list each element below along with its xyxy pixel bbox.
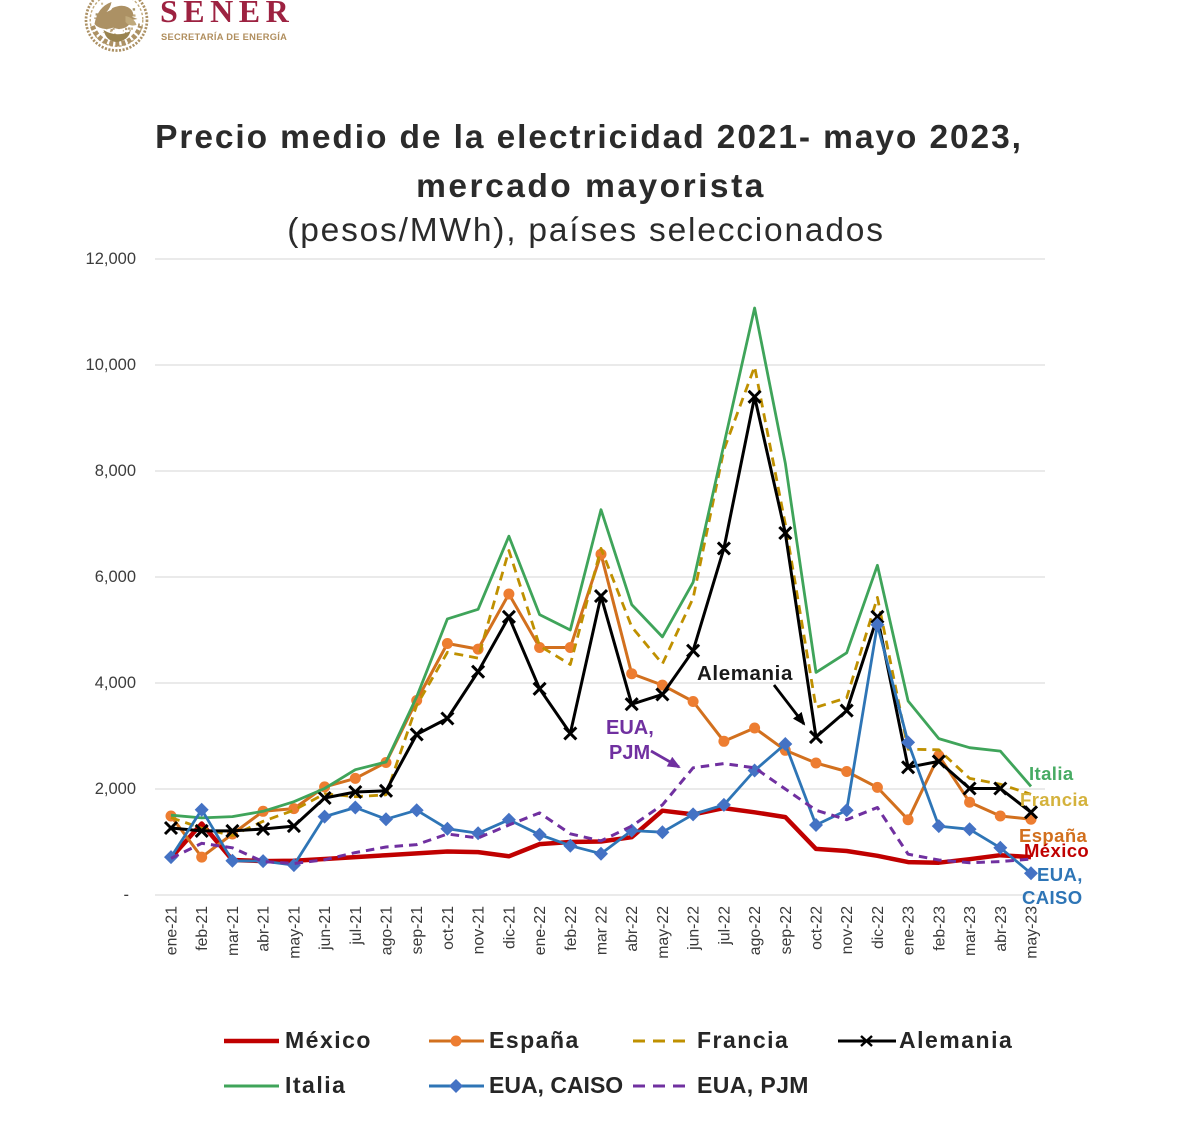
svg-text:mar 22: mar 22 (594, 906, 611, 955)
svg-text:mercado mayorista: mercado mayorista (416, 168, 766, 205)
svg-text:2,000: 2,000 (95, 780, 136, 798)
svg-text:España: España (489, 1027, 580, 1053)
svg-text:EUA, CAISO: EUA, CAISO (489, 1072, 623, 1098)
svg-text:feb-23: feb-23 (931, 906, 948, 951)
svg-text:España: España (1019, 825, 1088, 846)
svg-text:feb-22: feb-22 (563, 906, 580, 951)
svg-text:nov-21: nov-21 (471, 906, 488, 955)
svg-text:ago-21: ago-21 (379, 906, 396, 955)
svg-text:oct-21: oct-21 (440, 906, 457, 950)
svg-text:México: México (1024, 840, 1089, 861)
svg-text:Alemania: Alemania (697, 662, 793, 685)
svg-text:Francia: Francia (1020, 789, 1089, 810)
svg-text:jun-22: jun-22 (686, 906, 703, 951)
svg-text:6,000: 6,000 (95, 568, 136, 586)
svg-text:jun-21: jun-21 (317, 906, 334, 951)
svg-text:sep-21: sep-21 (409, 906, 426, 955)
svg-text:may-22: may-22 (655, 906, 672, 959)
svg-text:ene-22: ene-22 (532, 906, 549, 955)
svg-text:jul-22: jul-22 (716, 906, 733, 946)
svg-text:EUA, PJM: EUA, PJM (697, 1072, 809, 1098)
svg-text:12,000: 12,000 (86, 250, 136, 268)
svg-text:ene-21: ene-21 (164, 906, 181, 955)
svg-text:oct-22: oct-22 (809, 906, 826, 950)
svg-text:México: México (285, 1027, 372, 1053)
svg-text:SENER: SENER (160, 0, 294, 29)
svg-text:abr-23: abr-23 (993, 906, 1010, 952)
svg-text:feb-21: feb-21 (194, 906, 211, 951)
svg-text:dic-21: dic-21 (501, 906, 518, 949)
svg-text:EUA,: EUA, (606, 717, 654, 739)
svg-text:PJM: PJM (609, 742, 650, 764)
svg-text:4,000: 4,000 (95, 674, 136, 692)
svg-text:SECRETARÍA DE ENERGÍA: SECRETARÍA DE ENERGÍA (161, 32, 287, 42)
svg-text:-: - (124, 886, 130, 904)
svg-text:Italia: Italia (285, 1072, 346, 1098)
svg-text:sep-22: sep-22 (778, 906, 795, 954)
svg-text:Italia: Italia (1029, 763, 1074, 784)
svg-text:dic-22: dic-22 (870, 906, 887, 949)
svg-text:jul-21: jul-21 (348, 906, 365, 946)
svg-text:CAISO: CAISO (1022, 887, 1083, 908)
svg-text:(pesos/MWh), países selecciona: (pesos/MWh), países seleccionados (287, 212, 885, 249)
svg-text:Precio medio de la electricida: Precio medio de la electricidad 2021- ma… (155, 119, 1023, 156)
svg-text:ene-23: ene-23 (901, 906, 918, 955)
svg-text:abr-22: abr-22 (624, 906, 641, 952)
svg-text:mar-23: mar-23 (962, 906, 979, 956)
svg-text:may-23: may-23 (1024, 906, 1041, 959)
svg-text:EUA,: EUA, (1037, 864, 1083, 885)
svg-text:nov-22: nov-22 (839, 906, 856, 954)
svg-text:may-21: may-21 (286, 906, 303, 959)
svg-text:mar-21: mar-21 (225, 906, 242, 956)
svg-text:8,000: 8,000 (95, 462, 136, 480)
svg-text:ago-22: ago-22 (747, 906, 764, 955)
svg-text:Francia: Francia (697, 1027, 789, 1053)
svg-text:Alemania: Alemania (899, 1027, 1013, 1053)
svg-text:10,000: 10,000 (86, 356, 136, 374)
svg-text:abr-21: abr-21 (256, 906, 273, 952)
